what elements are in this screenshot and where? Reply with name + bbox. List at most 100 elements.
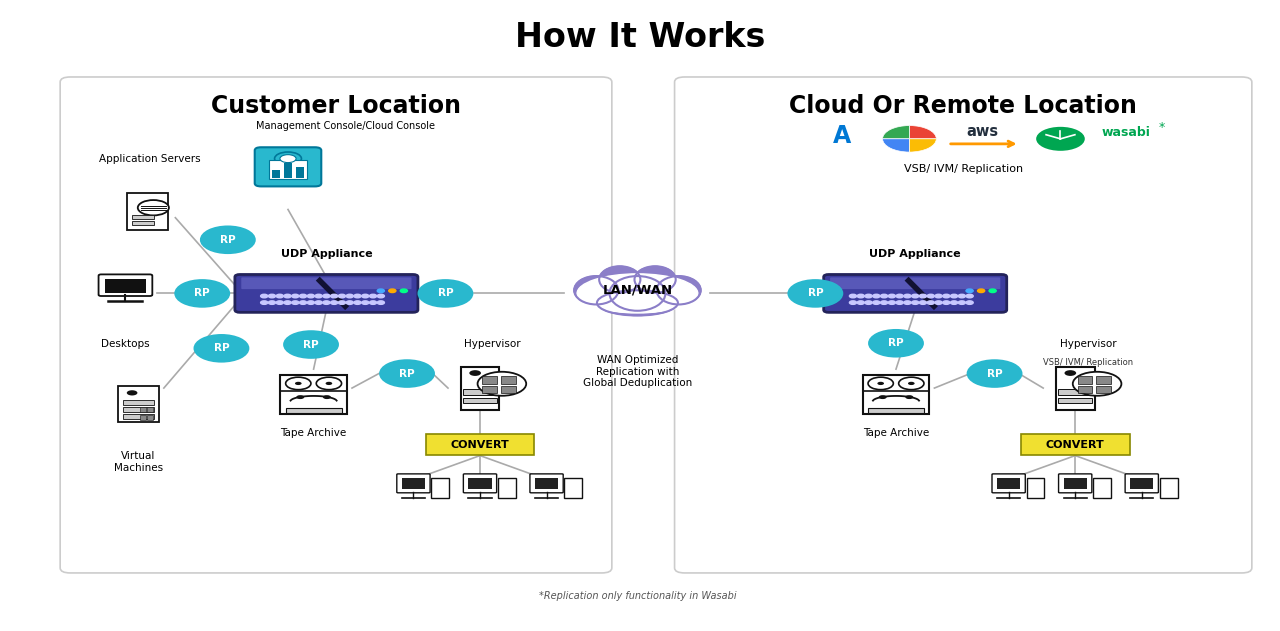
FancyBboxPatch shape [425, 434, 535, 456]
Circle shape [300, 301, 307, 304]
FancyBboxPatch shape [675, 77, 1252, 573]
Text: wasabi: wasabi [1101, 126, 1151, 139]
Text: *: * [1158, 121, 1165, 134]
FancyBboxPatch shape [1059, 389, 1092, 394]
FancyBboxPatch shape [868, 408, 924, 413]
Circle shape [285, 377, 311, 390]
FancyBboxPatch shape [431, 478, 449, 498]
Text: RP: RP [303, 339, 319, 350]
Circle shape [378, 294, 384, 298]
FancyBboxPatch shape [461, 367, 499, 410]
Text: How It Works: How It Works [515, 21, 765, 54]
Circle shape [296, 395, 305, 399]
FancyBboxPatch shape [284, 163, 292, 178]
Text: Tape Archive: Tape Archive [280, 428, 347, 438]
Circle shape [323, 301, 330, 304]
Text: LAN/WAN: LAN/WAN [603, 284, 672, 297]
Circle shape [323, 294, 330, 298]
Circle shape [878, 395, 887, 399]
FancyBboxPatch shape [992, 474, 1025, 493]
Circle shape [908, 382, 915, 385]
Circle shape [378, 289, 384, 293]
Circle shape [419, 280, 472, 307]
Circle shape [338, 301, 346, 304]
Circle shape [138, 200, 169, 215]
FancyBboxPatch shape [463, 474, 497, 493]
Text: *Replication only functionality in Wasabi: *Replication only functionality in Wasab… [539, 591, 736, 601]
FancyBboxPatch shape [829, 278, 1001, 289]
Circle shape [315, 294, 323, 298]
FancyBboxPatch shape [1093, 478, 1111, 498]
Text: VSB/ IVM/ Replication: VSB/ IVM/ Replication [1043, 358, 1133, 367]
Circle shape [966, 294, 973, 298]
FancyBboxPatch shape [1027, 478, 1044, 498]
Circle shape [951, 294, 957, 298]
FancyBboxPatch shape [1078, 377, 1092, 384]
Circle shape [346, 301, 353, 304]
Circle shape [307, 294, 315, 298]
Text: RP: RP [987, 369, 1002, 379]
Circle shape [951, 301, 957, 304]
FancyBboxPatch shape [500, 377, 516, 384]
Circle shape [899, 377, 924, 390]
FancyBboxPatch shape [1059, 474, 1092, 493]
FancyBboxPatch shape [241, 278, 412, 289]
FancyBboxPatch shape [118, 386, 159, 422]
Circle shape [978, 289, 984, 293]
Circle shape [905, 395, 914, 399]
Text: Desktops: Desktops [101, 339, 150, 349]
Circle shape [959, 294, 965, 298]
FancyBboxPatch shape [285, 408, 342, 413]
FancyBboxPatch shape [127, 193, 168, 230]
FancyBboxPatch shape [255, 147, 321, 186]
Circle shape [261, 294, 268, 298]
Circle shape [904, 301, 911, 304]
Circle shape [1065, 370, 1076, 376]
FancyBboxPatch shape [468, 478, 492, 489]
Circle shape [276, 294, 283, 298]
FancyBboxPatch shape [483, 386, 497, 393]
Text: Hypervisor: Hypervisor [1060, 339, 1116, 349]
Circle shape [966, 289, 973, 293]
Text: RP: RP [888, 338, 904, 348]
Circle shape [881, 294, 888, 298]
Ellipse shape [575, 276, 618, 304]
FancyBboxPatch shape [498, 478, 516, 498]
Circle shape [470, 370, 481, 376]
FancyBboxPatch shape [99, 274, 152, 296]
Circle shape [927, 294, 934, 298]
Circle shape [873, 294, 879, 298]
Circle shape [362, 301, 369, 304]
Circle shape [989, 289, 996, 293]
Ellipse shape [635, 266, 676, 293]
Text: CONVERT: CONVERT [1046, 440, 1105, 450]
Circle shape [315, 301, 323, 304]
FancyBboxPatch shape [1130, 478, 1153, 489]
FancyBboxPatch shape [140, 408, 146, 412]
Circle shape [378, 301, 384, 304]
FancyBboxPatch shape [535, 478, 558, 489]
FancyBboxPatch shape [397, 474, 430, 493]
Text: RP: RP [195, 288, 210, 298]
Text: CONVERT: CONVERT [451, 440, 509, 450]
Text: UDP Appliance: UDP Appliance [869, 249, 961, 259]
Circle shape [942, 294, 950, 298]
Ellipse shape [596, 290, 678, 316]
Ellipse shape [609, 276, 666, 310]
FancyBboxPatch shape [1078, 386, 1092, 393]
FancyBboxPatch shape [132, 221, 154, 225]
Circle shape [284, 331, 338, 358]
Wedge shape [883, 126, 910, 139]
Circle shape [850, 294, 856, 298]
Circle shape [868, 377, 893, 390]
FancyBboxPatch shape [60, 77, 612, 573]
Circle shape [911, 301, 919, 304]
FancyBboxPatch shape [463, 398, 497, 403]
FancyBboxPatch shape [463, 389, 497, 394]
FancyBboxPatch shape [123, 407, 154, 412]
FancyBboxPatch shape [132, 215, 154, 219]
Circle shape [934, 294, 942, 298]
Circle shape [904, 294, 911, 298]
FancyBboxPatch shape [500, 386, 516, 393]
FancyBboxPatch shape [530, 474, 563, 493]
